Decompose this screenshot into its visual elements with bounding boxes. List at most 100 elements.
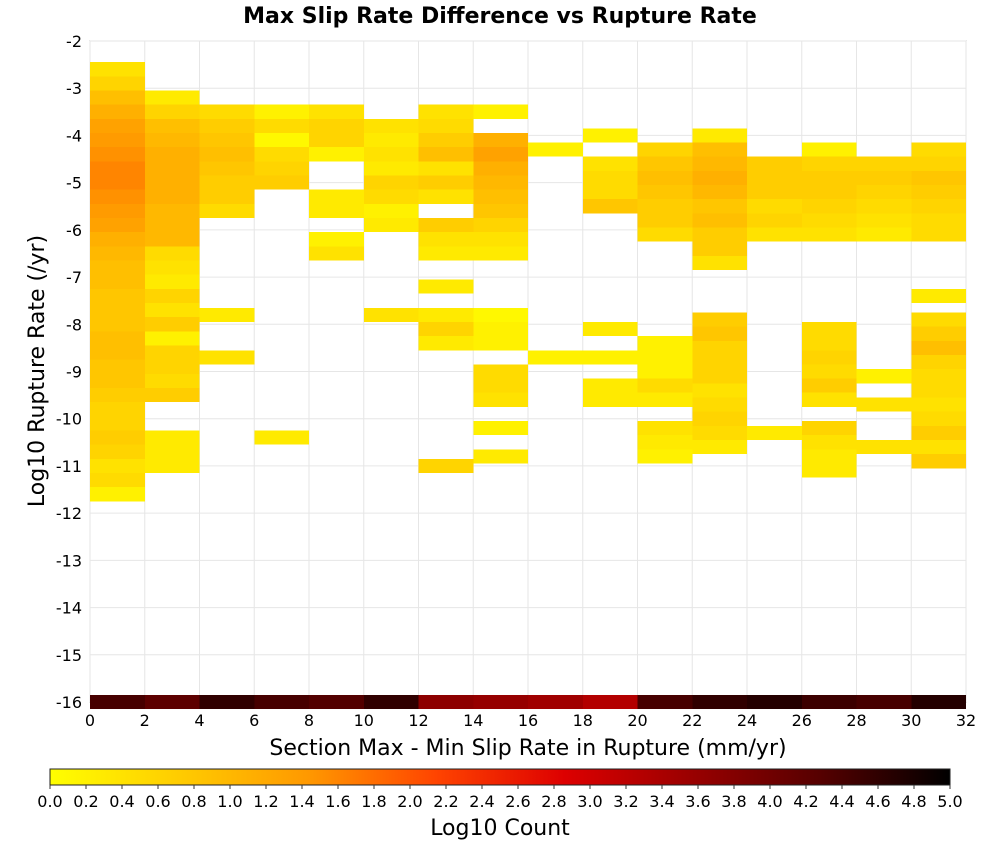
heatmap-cell <box>418 458 474 474</box>
heatmap-cell <box>144 189 200 204</box>
heatmap-cell <box>692 255 747 270</box>
heatmap-cell <box>473 175 528 190</box>
heatmap-cell <box>911 411 966 426</box>
heatmap-cell <box>144 175 200 190</box>
x-tick-label: 8 <box>304 711 314 730</box>
y-tick-label: -8 <box>66 315 82 334</box>
colorbar-tick-label: 3.0 <box>577 792 602 811</box>
heatmap-cell <box>911 383 966 398</box>
heatmap-cell <box>692 199 747 214</box>
heatmap-cell <box>692 425 747 440</box>
heatmap-cell <box>90 218 145 233</box>
heatmap-cell <box>254 147 309 162</box>
heatmap-cell <box>637 435 693 450</box>
heatmap-cell <box>90 118 145 134</box>
colorbar-tick-label: 3.6 <box>685 792 710 811</box>
heatmap-cell <box>911 694 966 710</box>
heatmap-cell <box>801 364 857 379</box>
heatmap-cell <box>747 156 802 171</box>
heatmap-cell <box>473 203 528 219</box>
heatmap-cell <box>363 161 419 176</box>
heatmap-cell <box>911 199 966 214</box>
heatmap-cell <box>144 359 200 374</box>
heatmap-cell <box>90 246 145 261</box>
y-tick-label: -14 <box>56 599 82 618</box>
heatmap-cell <box>473 104 528 119</box>
heatmap-cell <box>692 694 747 710</box>
heatmap-cell <box>747 213 802 228</box>
heatmap-cell <box>801 463 857 478</box>
colorbar-tick-label: 1.2 <box>253 792 278 811</box>
x-tick-label: 24 <box>737 711 757 730</box>
heatmap-cell <box>473 321 528 337</box>
heatmap-cell <box>90 416 145 431</box>
heatmap-cell <box>801 321 857 337</box>
heatmap-cell <box>801 449 857 464</box>
heatmap-cell <box>801 156 857 171</box>
heatmap-cell <box>473 449 528 464</box>
y-axis-ticks: -2 -3 -4 -5 -6 -7 -8 -9 -10 -11 -12 -13 -14 -15 -16 <box>56 32 82 712</box>
heatmap-cell <box>90 274 145 289</box>
heatmap-cell <box>911 170 966 186</box>
colorbar-ticks: 0.0 0.2 0.4 0.6 0.8 1.0 1.2 1.4 1.6 1.8 2.0 2.2 2.4 2… <box>37 785 963 811</box>
heatmap-cell <box>911 156 966 171</box>
heatmap-cell <box>418 321 474 337</box>
heatmap-cell <box>309 694 364 710</box>
heatmap-cell <box>90 161 145 176</box>
heatmap-cell <box>90 331 145 346</box>
heatmap-cell <box>363 133 419 148</box>
heatmap-cell <box>363 175 419 190</box>
y-tick-label: -5 <box>66 174 82 193</box>
heatmap-cell <box>144 260 200 275</box>
heatmap-cell <box>144 303 200 318</box>
x-tick-label: 22 <box>682 711 702 730</box>
heatmap-cell <box>801 213 857 228</box>
heatmap-cell <box>144 388 200 403</box>
colorbar-tick-label: 1.4 <box>289 792 314 811</box>
x-tick-label: 12 <box>408 711 428 730</box>
heatmap-cell <box>692 185 747 200</box>
heatmap-cell <box>473 161 528 176</box>
heatmap-cell <box>692 326 747 341</box>
heatmap-cell <box>144 458 200 474</box>
colorbar-tick-label: 0.8 <box>181 792 206 811</box>
heatmap-cell <box>582 350 638 365</box>
heatmap-cell <box>856 156 912 171</box>
x-tick-label: 26 <box>792 711 812 730</box>
heatmap-cell <box>144 90 200 105</box>
heatmap-cell <box>856 369 912 384</box>
heatmap-cell <box>747 170 802 186</box>
heatmap-cell <box>254 118 309 134</box>
colorbar-tick-label: 0.6 <box>145 792 170 811</box>
heatmap-cell <box>582 156 638 171</box>
heatmap-cell <box>90 373 145 389</box>
heatmap-cell <box>692 369 747 384</box>
colorbar-tick-label: 4.0 <box>757 792 782 811</box>
heatmap-cell <box>199 307 255 322</box>
heatmap-cell <box>144 104 200 119</box>
heatmap-cell <box>199 133 255 148</box>
heatmap-cell <box>637 694 693 710</box>
heatmap-cell <box>90 133 145 148</box>
x-tick-label: 28 <box>846 711 866 730</box>
heatmap-cell <box>90 288 145 304</box>
heatmap-cell <box>637 336 693 351</box>
heatmap-cell <box>637 392 693 407</box>
colorbar-tick-label: 5.0 <box>937 792 962 811</box>
heatmap-cell <box>254 694 309 710</box>
heatmap-cell <box>144 147 200 162</box>
heatmap-cell <box>90 359 145 374</box>
heatmap-cell <box>363 218 419 233</box>
colorbar-tick-label: 4.8 <box>901 792 926 811</box>
heatmap-cell <box>747 694 802 710</box>
heatmap-cell <box>418 133 474 148</box>
heatmap-cell <box>144 288 200 304</box>
heatmap-cell <box>692 397 747 412</box>
heatmap-cell <box>473 246 528 261</box>
colorbar-tick-label: 4.2 <box>793 792 818 811</box>
colorbar <box>49 768 951 786</box>
heatmap-cell <box>801 142 857 157</box>
colorbar-tick-label: 1.0 <box>217 792 242 811</box>
y-tick-label: -2 <box>66 32 82 51</box>
x-axis-ticks: 0 2 4 6 8 10 12 14 16 18 20 22 24 26 28 30 32 <box>85 711 976 730</box>
